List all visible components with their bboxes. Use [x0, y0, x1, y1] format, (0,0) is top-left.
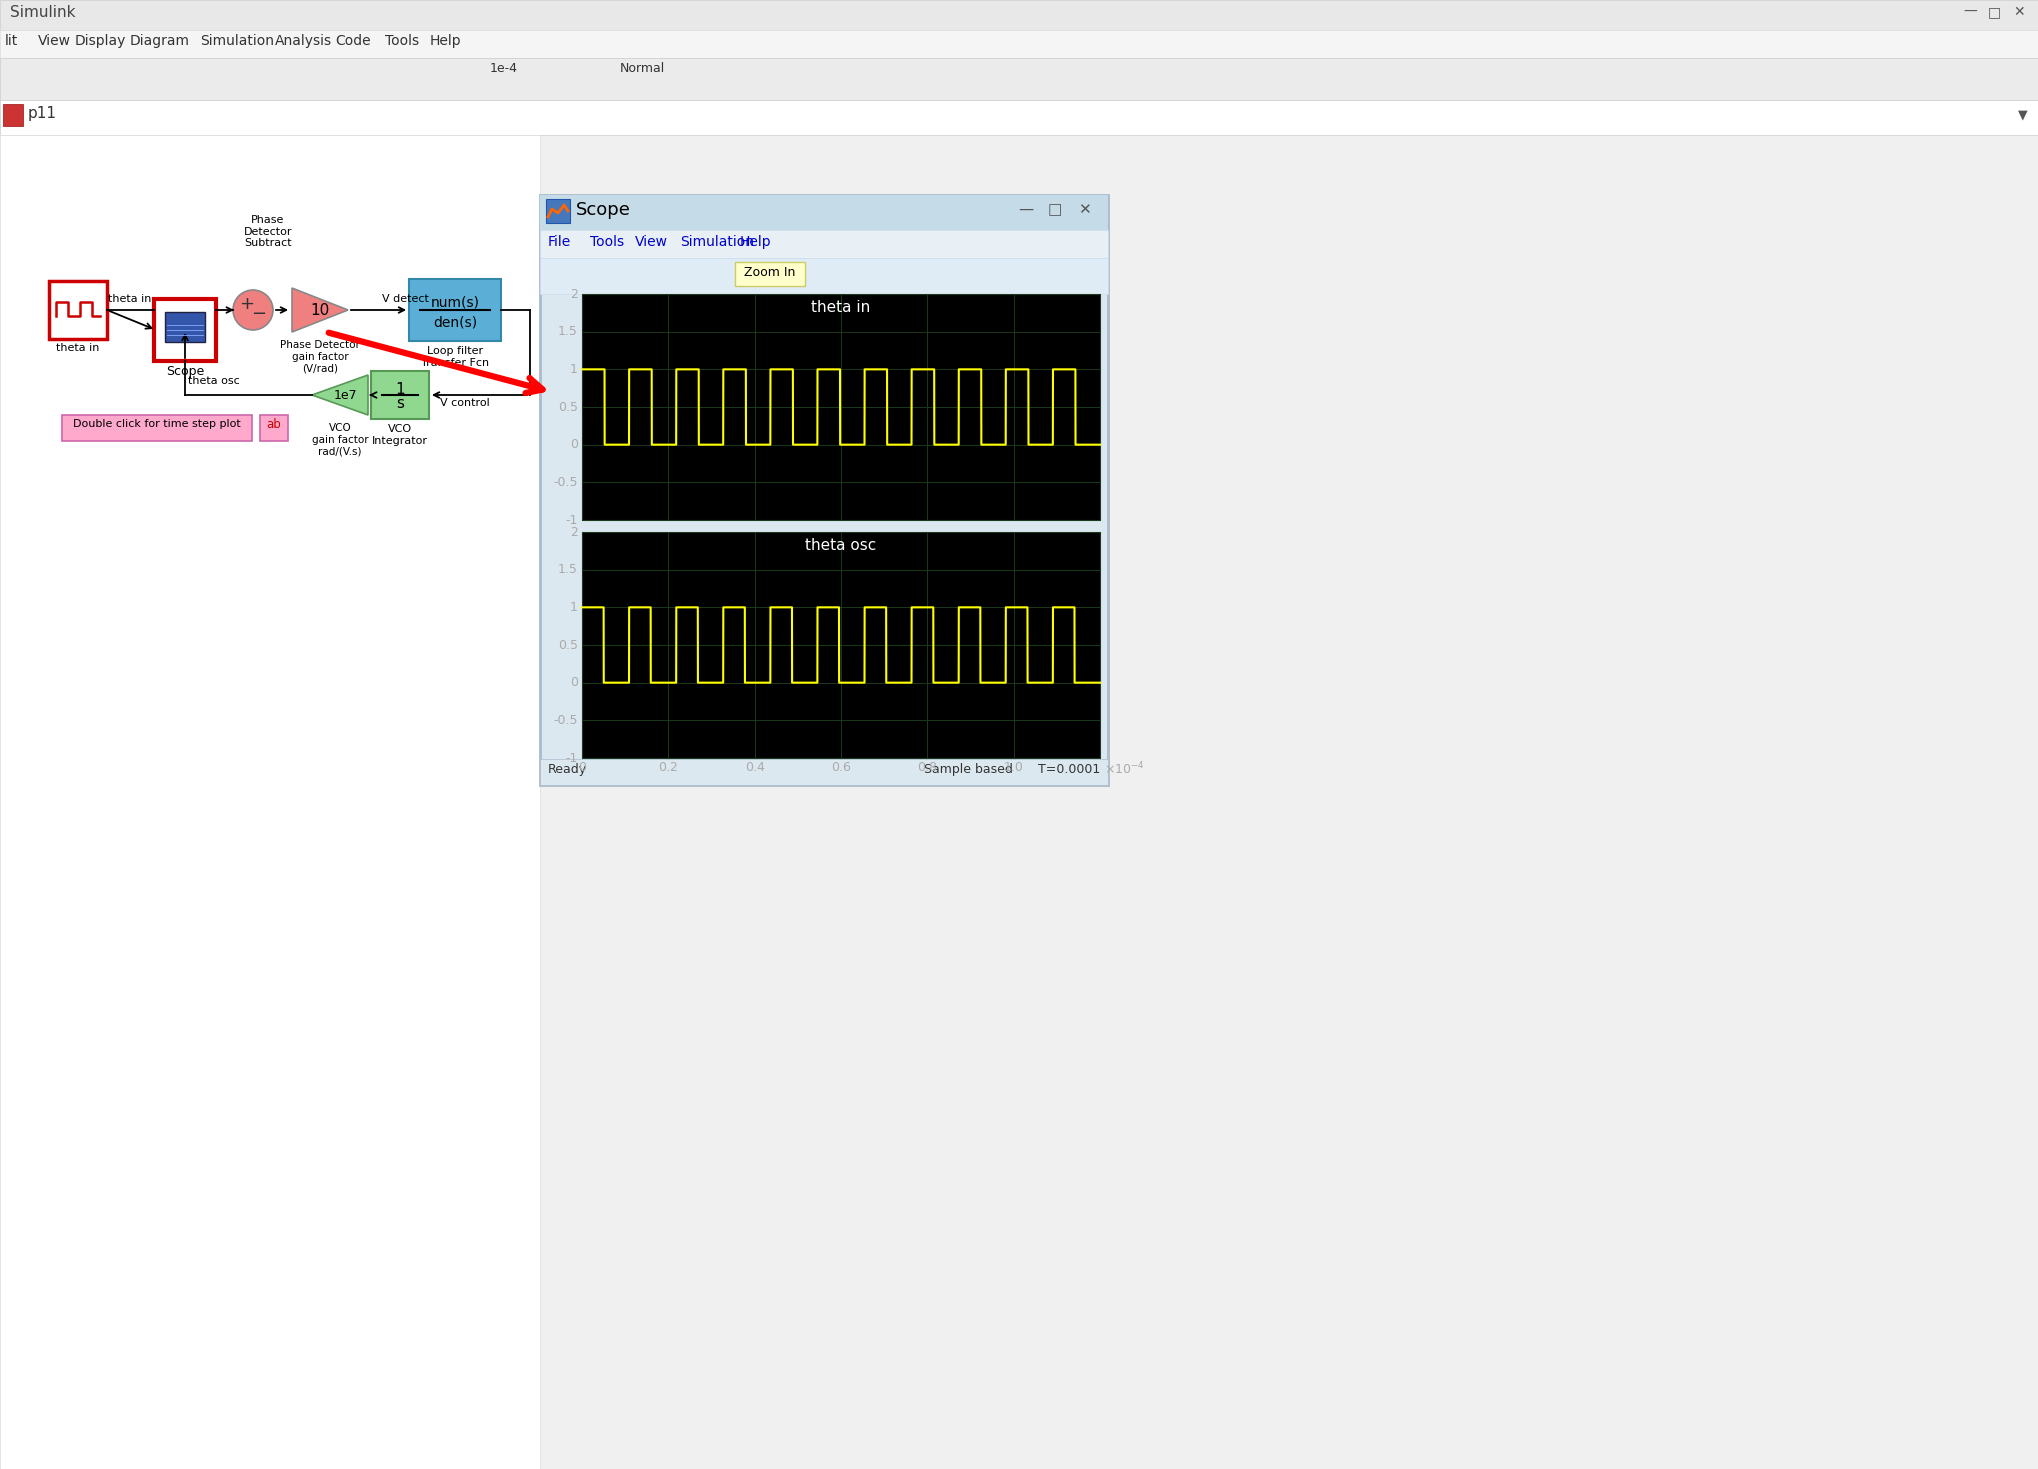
Text: Zoom In: Zoom In: [744, 266, 795, 279]
Text: □: □: [1987, 4, 2001, 19]
FancyBboxPatch shape: [540, 231, 1109, 259]
Text: Diagram: Diagram: [130, 34, 190, 48]
Text: 1e7: 1e7: [332, 388, 357, 401]
Text: Code: Code: [334, 34, 371, 48]
Text: Scope: Scope: [165, 364, 204, 378]
Text: 1e-4: 1e-4: [489, 62, 518, 75]
Text: 10: 10: [310, 303, 330, 317]
Text: 0: 0: [579, 761, 587, 774]
Text: ▼: ▼: [2018, 109, 2028, 120]
FancyBboxPatch shape: [165, 311, 206, 342]
Text: theta osc: theta osc: [187, 376, 240, 386]
FancyBboxPatch shape: [540, 195, 1109, 231]
Text: s: s: [395, 395, 404, 410]
Text: theta in: theta in: [57, 342, 100, 353]
Text: -1: -1: [567, 514, 579, 526]
Text: T=0.0001: T=0.0001: [1037, 762, 1101, 776]
FancyBboxPatch shape: [261, 416, 287, 441]
FancyBboxPatch shape: [49, 281, 108, 339]
Text: num(s): num(s): [430, 295, 479, 308]
Text: Double click for time step plot: Double click for time step plot: [73, 419, 240, 429]
Text: 1: 1: [571, 363, 579, 376]
Text: -0.5: -0.5: [554, 714, 579, 727]
Text: —: —: [1019, 203, 1033, 217]
FancyBboxPatch shape: [546, 198, 571, 223]
FancyBboxPatch shape: [736, 261, 805, 286]
Text: Simulation: Simulation: [681, 235, 754, 250]
Text: V detect: V detect: [381, 294, 428, 304]
FancyBboxPatch shape: [0, 57, 2038, 100]
Text: View: View: [636, 235, 668, 250]
Text: 0: 0: [571, 676, 579, 689]
Text: Sample based: Sample based: [923, 762, 1013, 776]
Text: -0.5: -0.5: [554, 476, 579, 489]
Text: 0.8: 0.8: [917, 761, 937, 774]
Text: Tools: Tools: [589, 235, 624, 250]
Text: 0.4: 0.4: [744, 761, 764, 774]
FancyBboxPatch shape: [0, 29, 2038, 57]
Text: □: □: [1048, 203, 1062, 217]
Text: View: View: [39, 34, 71, 48]
Text: +: +: [240, 295, 255, 313]
FancyBboxPatch shape: [61, 416, 253, 441]
Text: 1.5: 1.5: [558, 325, 579, 338]
Circle shape: [232, 289, 273, 331]
FancyBboxPatch shape: [583, 294, 1101, 520]
FancyBboxPatch shape: [583, 532, 1101, 758]
Text: VCO
Integrator: VCO Integrator: [373, 425, 428, 445]
Text: 1: 1: [395, 382, 406, 397]
Text: 1.5: 1.5: [558, 563, 579, 576]
Text: Analysis: Analysis: [275, 34, 332, 48]
Text: Display: Display: [75, 34, 126, 48]
Text: 0.5: 0.5: [558, 401, 579, 413]
Text: ✕: ✕: [1078, 203, 1090, 217]
Text: theta in: theta in: [108, 294, 151, 304]
FancyBboxPatch shape: [0, 135, 540, 1469]
Text: Simulation: Simulation: [200, 34, 273, 48]
Text: VCO
gain factor
rad/(V.s): VCO gain factor rad/(V.s): [312, 423, 369, 457]
Text: -1: -1: [567, 752, 579, 764]
Polygon shape: [291, 288, 348, 332]
Text: 1: 1: [571, 601, 579, 614]
Text: File: File: [548, 235, 571, 250]
Text: Tools: Tools: [385, 34, 420, 48]
Text: ab: ab: [267, 419, 281, 430]
Text: Phase Detector
gain factor
(V/rad): Phase Detector gain factor (V/rad): [279, 339, 361, 373]
Polygon shape: [312, 375, 369, 416]
Text: 2: 2: [571, 526, 579, 539]
FancyBboxPatch shape: [155, 300, 216, 361]
Text: Loop filter
Transfer Fcn: Loop filter Transfer Fcn: [422, 347, 489, 367]
Text: p11: p11: [29, 106, 57, 120]
Text: Phase
Detector
Subtract: Phase Detector Subtract: [245, 214, 291, 248]
FancyBboxPatch shape: [540, 259, 1109, 294]
Text: theta in: theta in: [811, 300, 870, 314]
Text: −: −: [251, 306, 267, 323]
FancyBboxPatch shape: [2, 104, 22, 126]
FancyBboxPatch shape: [371, 372, 430, 419]
Text: den(s): den(s): [432, 314, 477, 329]
Text: Help: Help: [430, 34, 463, 48]
Text: lit: lit: [4, 34, 18, 48]
Text: 1.0: 1.0: [1005, 761, 1023, 774]
FancyBboxPatch shape: [0, 0, 2038, 29]
Text: Help: Help: [740, 235, 772, 250]
Text: Simulink: Simulink: [10, 4, 75, 21]
FancyBboxPatch shape: [410, 279, 501, 341]
Text: 0.2: 0.2: [658, 761, 679, 774]
Text: 0: 0: [571, 438, 579, 451]
FancyBboxPatch shape: [0, 100, 2038, 135]
Text: $\times10^{-4}$: $\times10^{-4}$: [1105, 761, 1145, 777]
Text: Ready: Ready: [548, 762, 587, 776]
Text: ✕: ✕: [2014, 4, 2024, 19]
Text: Normal: Normal: [620, 62, 664, 75]
FancyBboxPatch shape: [540, 195, 1109, 784]
Text: —: —: [1963, 4, 1977, 19]
Text: theta osc: theta osc: [805, 538, 876, 552]
Text: Scope: Scope: [577, 201, 632, 219]
Text: V control: V control: [440, 398, 489, 408]
Text: 0.6: 0.6: [832, 761, 852, 774]
Text: 2: 2: [571, 288, 579, 301]
Text: 0.5: 0.5: [558, 639, 579, 651]
FancyBboxPatch shape: [540, 759, 1109, 784]
